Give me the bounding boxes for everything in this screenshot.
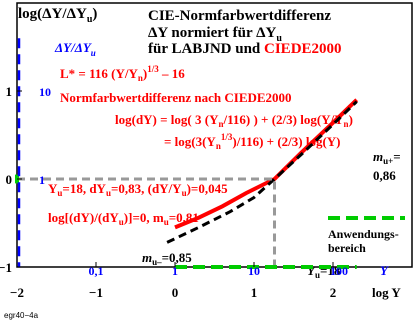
legend-label-line1: Anwendungs- bbox=[328, 227, 399, 241]
log-ratio-text: log[(dY)/(dYu)]=0, mu=0,81 bbox=[48, 210, 199, 227]
method-title: Normfarbwertdifferenz nach CIEDE2000 bbox=[60, 90, 292, 105]
chart-title-line2: ΔY normiert für ΔYu bbox=[148, 25, 282, 44]
yu-parameters: Yu=18, dYu=0,83, (dY/Yu)=0,045 bbox=[48, 181, 228, 198]
x-axis-title: log Y bbox=[372, 285, 401, 300]
y-axis-title: log(ΔY/ΔYu) bbox=[18, 6, 97, 25]
inner-x-tick-label: 0,1 bbox=[89, 264, 104, 278]
inner-x-tick-label: 100 bbox=[330, 264, 348, 278]
y-tick-label: 0 bbox=[6, 172, 13, 187]
series-line-2 bbox=[17, 177, 276, 267]
y-tick-label: −1 bbox=[0, 260, 12, 275]
inner-x-tick-label: 1 bbox=[172, 264, 178, 278]
y-tick-label: 1 bbox=[6, 84, 13, 99]
inner-y-tick-label: 1 bbox=[39, 173, 45, 187]
x-tick-label: 2 bbox=[330, 285, 337, 300]
mu-plus-label: mu+= bbox=[373, 149, 401, 166]
x-tick-label: −1 bbox=[89, 285, 103, 300]
chart-title-line3: für LABJND und CIEDE2000 bbox=[148, 41, 342, 57]
mu-plus-value: 0,86 bbox=[373, 168, 396, 183]
footer-code: egr40−4a bbox=[4, 311, 39, 320]
inner-x-axis-title: Y bbox=[380, 263, 389, 278]
inner-y-axis-title: ΔY/ΔYu bbox=[54, 40, 96, 58]
inner-y-tick-label: 10 bbox=[39, 85, 51, 99]
x-tick-label: −2 bbox=[10, 285, 24, 300]
chart-title-line1: CIE-Normfarbwertdifferenz bbox=[148, 8, 331, 24]
inner-x-tick-label: 10 bbox=[248, 264, 260, 278]
equation-1: log(dY) = log( 3 (Yn/116) ) + (2/3) log(… bbox=[115, 112, 353, 129]
legend-box bbox=[314, 216, 409, 260]
x-tick-label: 0 bbox=[172, 285, 179, 300]
lstar-formula: L* = 116 (Y/Yn)1/3 – 16 bbox=[60, 64, 185, 83]
series-line-1 bbox=[166, 100, 358, 244]
mu-minus-label: mu–=0,85 bbox=[142, 250, 192, 267]
legend-label-line2: bereich bbox=[328, 241, 366, 255]
x-tick-label: 1 bbox=[251, 285, 258, 300]
equation-2: = log(3(Yn1/3)/116) + (2/3) log(Y) bbox=[164, 132, 341, 151]
